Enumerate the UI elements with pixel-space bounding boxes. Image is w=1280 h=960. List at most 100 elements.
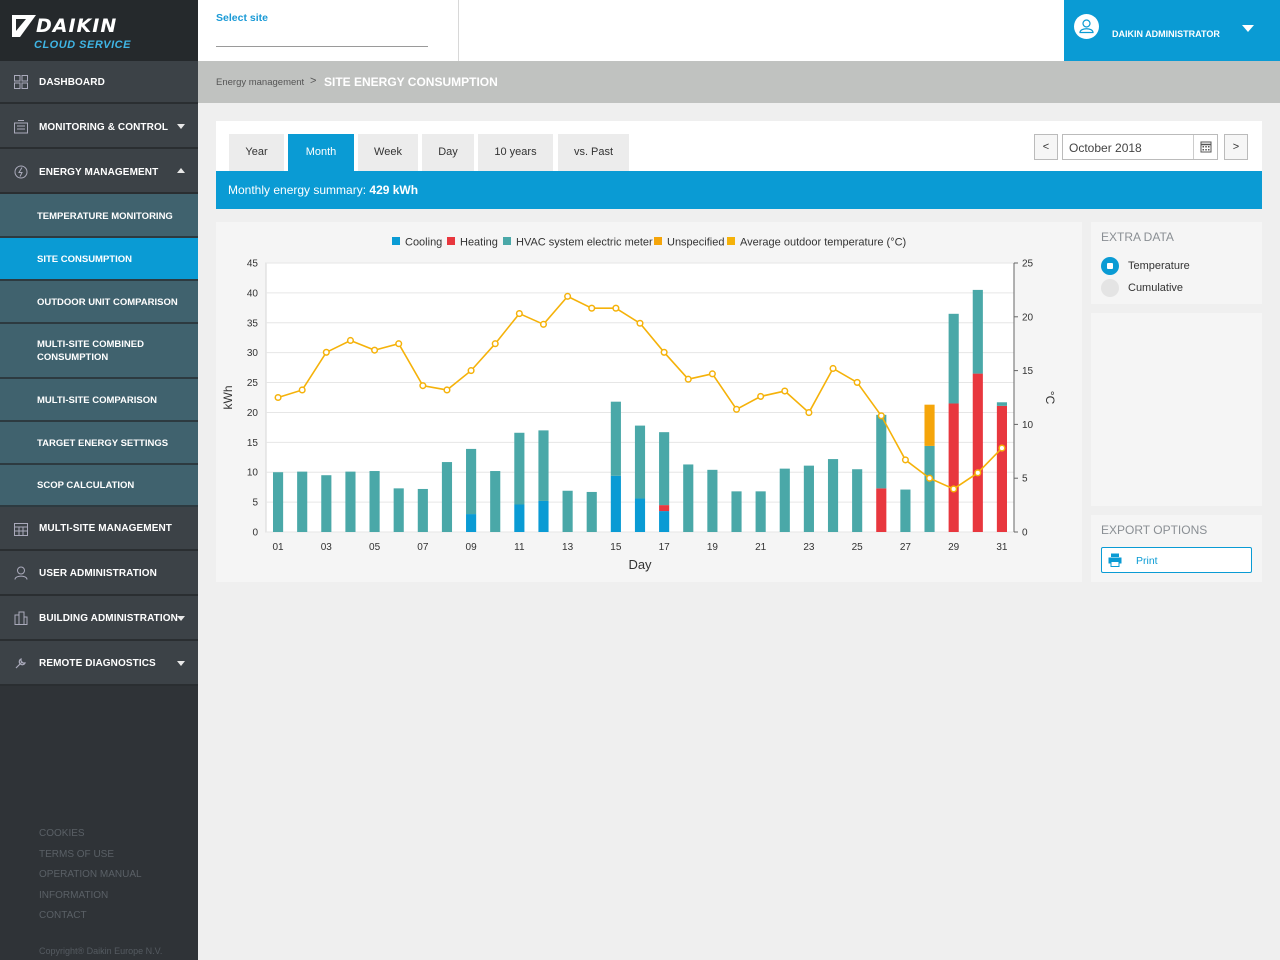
legend-label: Heating — [460, 237, 498, 249]
sidebar-subitem-scop-calculation[interactable]: SCOP CALCULATION — [0, 465, 198, 507]
y-tick-label: 20 — [247, 408, 259, 419]
extra-data-title: EXTRA DATA — [1101, 230, 1174, 244]
y2-tick-label: 20 — [1022, 312, 1034, 323]
bar-hvac — [321, 475, 332, 532]
temperature-point — [322, 348, 330, 356]
select-site-label[interactable]: Select site — [216, 12, 268, 24]
y-tick-label: 10 — [247, 468, 259, 479]
sidebar-subitem-target-energy[interactable]: TARGET ENERGY SETTINGS — [0, 422, 198, 465]
daikin-logo[interactable]: DAIKIN CLOUD SERVICE — [0, 0, 198, 61]
footer-link-cookies[interactable]: COOKIES — [39, 828, 85, 839]
sidebar-subitem-label: TEMPERATURE MONITORING — [37, 211, 173, 222]
sidebar-subitem-temperature-monitoring[interactable]: TEMPERATURE MONITORING — [0, 194, 198, 238]
tab-10-years[interactable]: 10 years — [478, 134, 553, 171]
sidebar-item-monitoring-control[interactable]: MONITORING & CONTROL — [0, 104, 198, 149]
sidebar-item-label: ENERGY MANAGEMENT — [39, 167, 159, 178]
tab-year[interactable]: Year — [229, 134, 284, 171]
x-tick-label: 19 — [707, 542, 719, 553]
temperature-point — [395, 340, 403, 348]
temperature-point — [805, 409, 813, 417]
radio-temperature[interactable] — [1101, 257, 1119, 275]
bar-hvac — [297, 471, 308, 532]
bar-hvac — [514, 432, 525, 505]
sidebar-subitem-site-consumption[interactable]: SITE CONSUMPTION — [0, 238, 198, 281]
date-prev-button[interactable]: < — [1034, 134, 1058, 160]
radio-temperature-label[interactable]: Temperature — [1128, 260, 1190, 272]
bar-cooling — [610, 475, 621, 532]
legend-label: Unspecified — [667, 237, 724, 249]
tab-month[interactable]: Month — [288, 134, 354, 171]
breadcrumb-parent[interactable]: Energy management — [216, 77, 305, 88]
tab-vs-past[interactable]: vs. Past — [558, 134, 629, 171]
temperature-point — [564, 292, 572, 300]
y2-axis-title: °C — [1043, 391, 1057, 405]
calendar-button[interactable] — [1193, 135, 1217, 159]
radio-cumulative-label[interactable]: Cumulative — [1128, 282, 1184, 294]
footer-link-information[interactable]: INFORMATION — [39, 889, 109, 901]
x-tick-label: 03 — [321, 542, 333, 553]
monthly-summary-bar: Monthly energy summary: 429 kWh — [216, 171, 1262, 209]
sidebar-item-remote-diagnostics[interactable]: REMOTE DIAGNOSTICS — [0, 641, 198, 686]
temperature-point — [829, 364, 837, 372]
y-tick-label: 40 — [247, 288, 259, 299]
sidebar-item-dashboard[interactable]: DASHBOARD — [0, 61, 198, 104]
legend-label: Cooling — [405, 237, 442, 249]
x-tick-label: 09 — [466, 542, 478, 553]
sidebar-subitem-outdoor-unit-comparison[interactable]: OUTDOOR UNIT COMPARISON — [0, 281, 198, 324]
tab-week[interactable]: Week — [358, 134, 418, 171]
sidebar-subitem-multi-site-comparison[interactable]: MULTI-SITE COMPARISON — [0, 379, 198, 422]
temperature-point — [539, 320, 548, 328]
legend-swatch — [392, 237, 400, 245]
footer-link-contact[interactable]: CONTACT — [39, 910, 87, 921]
header: Select site DAIKIN ADMINISTRATOR — [198, 0, 1280, 61]
sidebar-item-building-administration[interactable]: BUILDING ADMINISTRATION — [0, 596, 198, 641]
x-tick-label: 25 — [852, 542, 864, 553]
sidebar-subitem-label: TARGET ENERGY SETTINGS — [37, 438, 169, 449]
x-tick-label: 29 — [948, 542, 960, 553]
calendar-icon — [1200, 141, 1212, 153]
daikin-logo-icon — [12, 15, 36, 37]
sidebar-item-energy-management[interactable]: ENERGY MANAGEMENT — [0, 149, 198, 194]
avatar — [1074, 14, 1099, 39]
tab-day[interactable]: Day — [422, 134, 474, 171]
sidebar-item-multi-site-management[interactable]: MULTI-SITE MANAGEMENT — [0, 507, 198, 551]
sidebar-item-user-administration[interactable]: USER ADMINISTRATION — [0, 551, 198, 596]
chevron-down-icon[interactable] — [1242, 25, 1254, 32]
user-icon — [14, 566, 28, 580]
chevron-up-icon — [177, 168, 185, 173]
bar-hvac — [610, 401, 621, 476]
temperature-point — [612, 304, 620, 312]
date-next-button[interactable]: > — [1224, 134, 1248, 160]
temperature-point — [974, 469, 982, 477]
print-button[interactable]: Print — [1101, 547, 1252, 573]
header-divider — [458, 0, 459, 61]
printer-icon — [1108, 553, 1122, 567]
temperature-point — [371, 346, 379, 354]
bar-hvac — [441, 462, 453, 532]
sidebar-item-label: USER ADMINISTRATION — [39, 568, 158, 579]
summary-text: Monthly energy summary: 429 kWh — [228, 183, 418, 197]
legend-swatch — [654, 237, 662, 245]
date-picker[interactable]: October 2018 — [1062, 134, 1218, 160]
user-menu[interactable]: DAIKIN ADMINISTRATOR — [1064, 0, 1280, 61]
bar-hvac — [466, 448, 477, 515]
bar-heating — [948, 403, 959, 532]
temperature-point — [853, 378, 861, 386]
sidebar-subitem-label: SITE CONSUMPTION — [37, 254, 133, 265]
bar-hvac — [586, 491, 597, 532]
bar-hvac — [731, 491, 742, 532]
blank-panel — [1091, 313, 1262, 506]
footer-link-terms[interactable]: TERMS OF USE — [39, 848, 115, 860]
select-site-input[interactable] — [216, 46, 428, 47]
bar-hvac — [272, 472, 284, 532]
sidebar-subitem-multi-site-combined[interactable]: MULTI-SITE COMBINED CONSUMPTION — [0, 324, 198, 379]
chevron-down-icon — [177, 124, 185, 129]
bar-heating — [972, 373, 983, 532]
y-tick-label: 25 — [247, 378, 259, 389]
footer-link-manual[interactable]: OPERATION MANUAL — [39, 869, 142, 880]
x-tick-label: 07 — [417, 542, 429, 553]
radio-cumulative[interactable] — [1101, 279, 1119, 297]
bar-hvac — [562, 490, 573, 532]
chevron-down-icon — [177, 616, 185, 621]
legend-swatch — [447, 237, 455, 245]
